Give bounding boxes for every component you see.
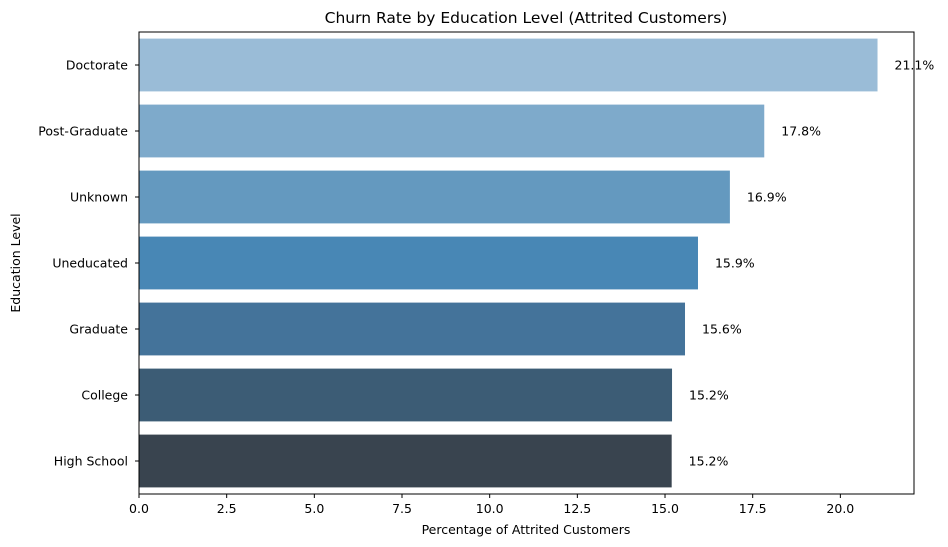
x-tick-label: 7.5 (392, 501, 412, 516)
y-tick-label: Doctorate (66, 58, 128, 73)
chart-title: Churn Rate by Education Level (Attrited … (325, 9, 728, 27)
bar-graduate (139, 302, 686, 356)
x-axis-ticks: 0.0 2.5 5.0 7.5 10.0 12.5 15.0 17.5 20.0 (129, 494, 854, 516)
bar-uneducated (139, 236, 698, 290)
x-tick-label: 0.0 (129, 501, 149, 516)
data-label: 15.9% (715, 256, 755, 271)
data-label: 17.8% (781, 124, 821, 139)
x-tick-label: 12.5 (563, 501, 591, 516)
y-tick-label: High School (54, 454, 128, 469)
x-axis-label: Percentage of Attrited Customers (422, 522, 631, 537)
y-tick-label: College (81, 388, 128, 403)
x-tick-label: 17.5 (739, 501, 767, 516)
bar-post-graduate (139, 104, 765, 158)
data-label: 15.6% (702, 322, 742, 337)
bar-high-school (139, 434, 672, 488)
y-tick-label: Uneducated (52, 256, 128, 271)
y-axis-ticks: Doctorate Post-Graduate Unknown Uneducated G… (38, 58, 139, 469)
bar-college (139, 368, 673, 422)
data-label: 15.2% (689, 388, 729, 403)
y-tick-label: Unknown (70, 190, 128, 205)
data-label: 15.2% (689, 454, 729, 469)
bar-doctorate (139, 38, 878, 92)
x-tick-label: 10.0 (476, 501, 504, 516)
x-tick-label: 15.0 (651, 501, 679, 516)
y-tick-label: Graduate (69, 322, 128, 337)
bars-layer (139, 38, 878, 488)
y-axis-label: Education Level (8, 213, 23, 312)
plot-frame (138, 31, 915, 495)
data-label: 16.9% (747, 190, 787, 205)
x-tick-label: 2.5 (217, 501, 237, 516)
bar-unknown (139, 170, 730, 224)
data-labels-layer: 21.1%17.8%16.9%15.9%15.6%15.2%15.2% (689, 58, 935, 469)
y-tick-label: Post-Graduate (38, 124, 128, 139)
x-tick-label: 20.0 (826, 501, 854, 516)
x-tick-label: 5.0 (304, 501, 324, 516)
